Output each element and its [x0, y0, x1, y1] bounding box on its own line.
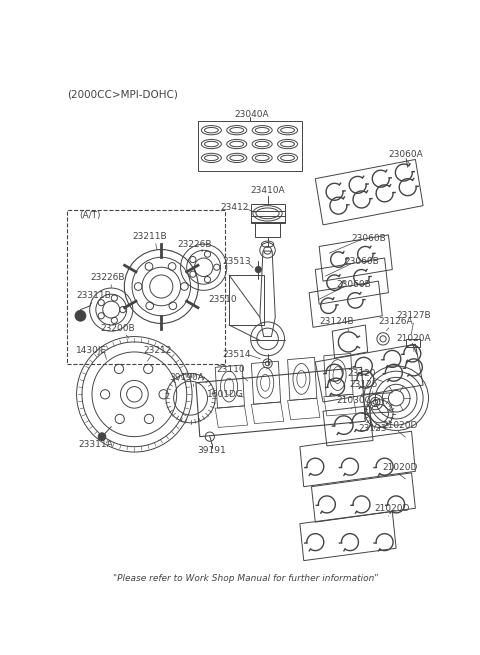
Text: 23125: 23125: [349, 380, 378, 389]
Text: "Please refer to Work Shop Manual for further information": "Please refer to Work Shop Manual for fu…: [113, 574, 379, 583]
Text: 21020D: 21020D: [382, 463, 418, 472]
Text: 21020D: 21020D: [374, 504, 410, 513]
Bar: [252, 204, 285, 223]
Bar: [406, 339, 420, 346]
Circle shape: [75, 310, 86, 321]
Text: 23110: 23110: [216, 365, 245, 374]
Bar: [67, 210, 225, 364]
Text: 23226B: 23226B: [177, 240, 212, 250]
Text: 23510: 23510: [209, 295, 237, 304]
Text: 23311A: 23311A: [78, 440, 113, 449]
Text: 23060B: 23060B: [344, 257, 379, 267]
Text: (A/T): (A/T): [80, 211, 101, 220]
Text: 23120: 23120: [347, 369, 376, 378]
Text: 23040A: 23040A: [234, 110, 269, 119]
Text: 23212: 23212: [143, 346, 172, 355]
Text: 23513: 23513: [222, 257, 251, 267]
Text: (2000CC>MPI-DOHC): (2000CC>MPI-DOHC): [67, 89, 178, 100]
Text: 23127B: 23127B: [396, 311, 431, 320]
Bar: [255, 223, 280, 237]
Text: 23123: 23123: [359, 424, 387, 434]
Text: 23211B: 23211B: [132, 232, 167, 241]
Text: 1601DG: 1601DG: [207, 390, 244, 399]
Text: 23226B: 23226B: [90, 272, 125, 282]
Text: 23060A: 23060A: [389, 149, 423, 159]
Text: 21030C: 21030C: [336, 396, 371, 405]
Circle shape: [255, 267, 262, 272]
Text: 21020A: 21020A: [396, 334, 431, 343]
Text: 23126A: 23126A: [379, 318, 413, 326]
Bar: [229, 275, 264, 325]
Text: 23060B: 23060B: [352, 234, 386, 243]
Text: 23514: 23514: [223, 350, 251, 359]
Text: 23060B: 23060B: [336, 280, 371, 290]
Text: 23200B: 23200B: [100, 324, 135, 333]
Text: 23311B: 23311B: [76, 291, 111, 300]
Text: 23124B: 23124B: [320, 318, 354, 326]
Circle shape: [98, 433, 106, 441]
Text: 39190A: 39190A: [169, 373, 204, 382]
Text: 21020D: 21020D: [382, 421, 418, 430]
Text: 1430JE: 1430JE: [76, 346, 108, 355]
Bar: [198, 121, 302, 171]
Text: 39191: 39191: [197, 446, 226, 455]
Text: 23412: 23412: [220, 204, 249, 212]
Text: 23410A: 23410A: [250, 186, 285, 195]
